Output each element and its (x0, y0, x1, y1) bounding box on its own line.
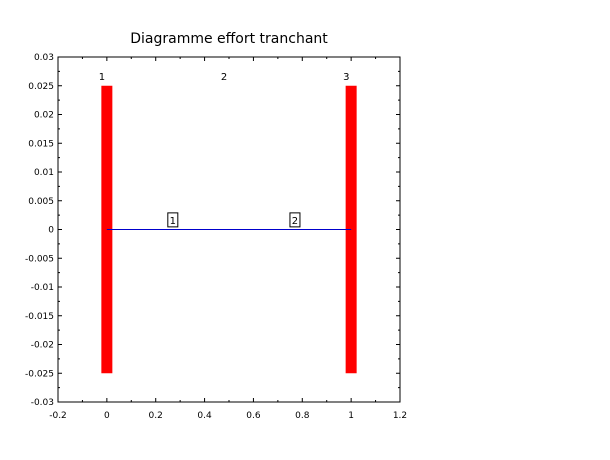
chart-title: Diagramme effort tranchant (130, 31, 328, 47)
y-tick-label: 0 (48, 226, 54, 236)
node-label: 1 (99, 72, 105, 83)
x-tick-label: 0.6 (246, 411, 261, 421)
y-tick-label: 0.01 (34, 168, 54, 178)
element-label: 1 (170, 216, 176, 227)
node-label: 3 (343, 72, 349, 83)
element-label-box (289, 212, 301, 228)
y-tick-label: -0.02 (31, 341, 54, 351)
y-tick-label: 0.02 (34, 111, 54, 121)
y-tick-label: 0.025 (28, 82, 54, 92)
x-tick-label: 0.2 (149, 411, 163, 421)
y-tick-label: -0.005 (25, 254, 54, 264)
node-label: 2 (221, 72, 227, 83)
y-tick-label: 0.015 (28, 139, 54, 149)
y-tick-label: -0.015 (25, 312, 54, 322)
x-tick-label: 0.4 (197, 411, 212, 421)
element-label: 2 (292, 216, 298, 227)
x-tick-label: 1.2 (393, 411, 407, 421)
x-tick-label: 1 (348, 411, 354, 421)
x-tick-label: -0.2 (49, 411, 67, 421)
element-label-box (167, 212, 179, 228)
y-tick-label: -0.03 (31, 398, 54, 408)
y-tick-label: 0.005 (28, 197, 54, 207)
y-tick-label: 0.03 (34, 53, 54, 63)
x-tick-label: 0 (104, 411, 110, 421)
y-tick-label: -0.01 (31, 283, 54, 293)
x-tick-label: 0.8 (295, 411, 310, 421)
y-tick-label: -0.025 (25, 369, 54, 379)
